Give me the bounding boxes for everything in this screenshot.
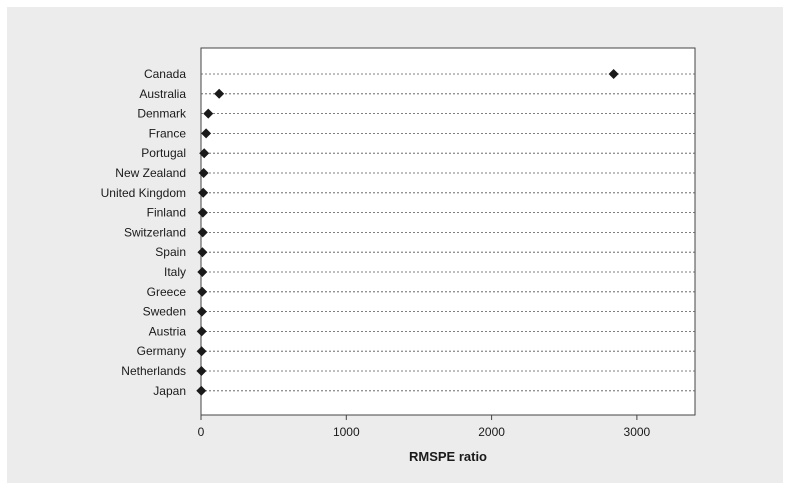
category-label: Greece	[147, 285, 187, 299]
data-point	[203, 108, 214, 119]
category-label: Portugal	[141, 146, 186, 160]
x-axis-title: RMSPE ratio	[409, 449, 487, 464]
data-point	[199, 148, 210, 159]
data-point	[201, 128, 212, 139]
data-point	[198, 187, 209, 198]
category-label: Switzerland	[124, 225, 186, 239]
category-label: Australia	[139, 87, 186, 101]
category-label: United Kingdom	[101, 186, 186, 200]
category-label: Italy	[164, 265, 186, 279]
x-tick-label: 2000	[478, 425, 505, 439]
plot-area	[200, 47, 696, 416]
category-label: Sweden	[143, 305, 186, 319]
category-label: Canada	[144, 67, 186, 81]
data-point	[198, 168, 209, 178]
data-point	[196, 326, 207, 337]
data-point	[196, 366, 207, 376]
category-label: Spain	[155, 245, 186, 259]
data-point	[197, 247, 208, 258]
category-label: Finland	[147, 206, 186, 220]
data-point	[214, 88, 225, 99]
data-point	[197, 227, 208, 238]
category-label: Japan	[153, 384, 186, 398]
data-point	[196, 385, 207, 396]
category-label: Austria	[149, 324, 187, 338]
x-tick-label: 1000	[333, 425, 360, 439]
category-label: France	[149, 126, 187, 140]
x-tick-label: 0	[198, 425, 205, 439]
data-point	[196, 346, 207, 357]
category-label: Denmark	[137, 107, 187, 121]
data-point	[197, 267, 208, 277]
category-label: New Zealand	[115, 166, 186, 180]
data-point	[197, 207, 208, 218]
data-point	[196, 306, 207, 317]
data-point	[608, 69, 619, 79]
category-label: Netherlands	[121, 364, 186, 378]
category-label: Germany	[137, 344, 186, 358]
data-point	[197, 286, 208, 297]
x-tick-label: 3000	[624, 425, 651, 439]
